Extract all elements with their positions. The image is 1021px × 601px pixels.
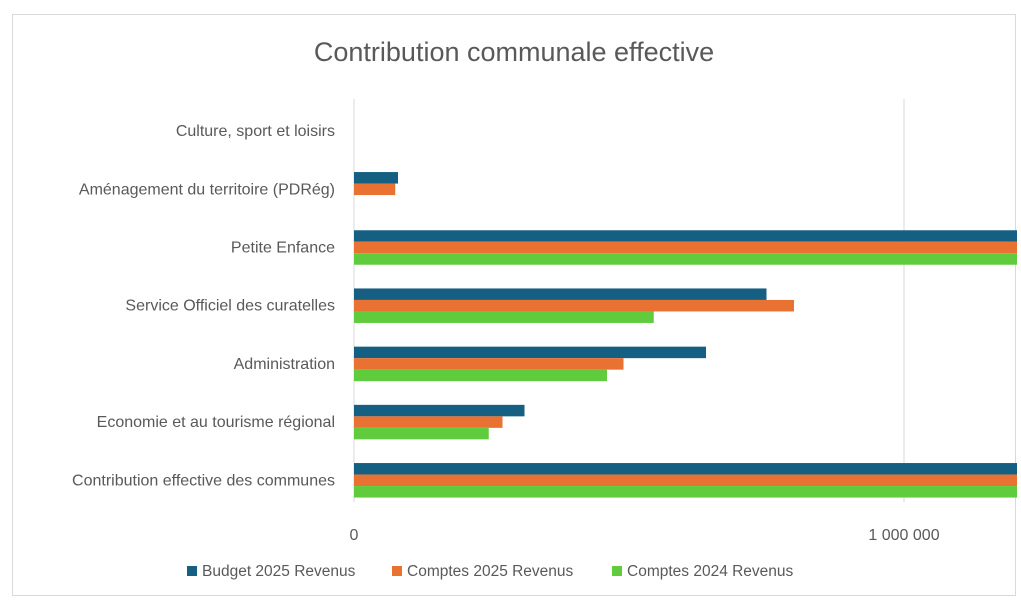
legend-swatch [392,566,402,576]
x-tick-label: 1 000 000 [868,527,939,544]
category-label: Economie et au tourisme régional [97,414,335,431]
legend-label: Comptes 2024 Revenus [627,563,794,580]
bar [354,358,624,370]
bar [354,172,398,184]
category-label: Contribution effective des communes [72,472,335,489]
legend-swatch [612,566,622,576]
category-label: Culture, sport et loisirs [176,123,335,140]
bar [354,404,525,417]
bar [354,416,503,428]
legend-swatch [187,566,197,576]
bar [354,253,1017,265]
bar [354,230,1017,242]
bar [354,427,489,440]
bar [354,474,1017,487]
bar [354,369,607,382]
bar [354,183,396,196]
bar [354,463,1017,475]
bar [354,241,1017,254]
bar [354,346,706,359]
category-label: Service Officiel des curatelles [125,298,335,315]
bar [354,311,654,323]
category-label: Petite Enfance [231,240,335,257]
x-tick-label: 0 [350,527,359,544]
category-label: Administration [234,356,335,373]
category-label: Aménagement du territoire (PDRég) [79,181,335,198]
legend-label: Budget 2025 Revenus [202,563,356,580]
bar [354,288,767,300]
legend-label: Comptes 2025 Revenus [407,563,574,580]
chart-frame: Contribution communale effective Culture… [12,14,1017,596]
bar [354,486,1017,498]
chart-title: Contribution communale effective [313,37,715,67]
bar [354,299,794,312]
chart-plot: Culture, sport et loisirs Aménagement du … [72,99,1017,580]
